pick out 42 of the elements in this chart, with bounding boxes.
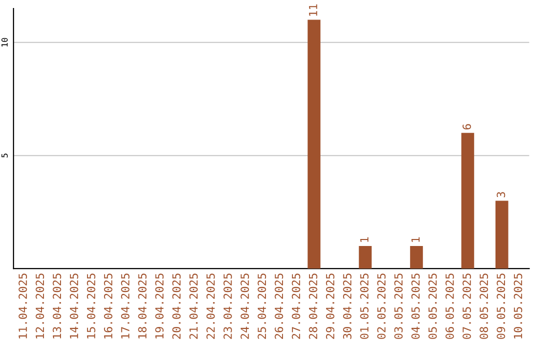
data-label: 1 bbox=[360, 237, 368, 242]
x-tick-label: 30.04.2025 bbox=[343, 274, 352, 339]
x-tick-label: 23.04.2025 bbox=[224, 274, 232, 339]
data-label: 11 bbox=[309, 4, 318, 16]
data-label: 1 bbox=[411, 237, 420, 242]
bar bbox=[495, 200, 508, 269]
x-tick-label: 11.04.2025 bbox=[18, 274, 27, 338]
bar bbox=[308, 20, 320, 269]
bar bbox=[358, 246, 372, 269]
x-tick-label: 24.04.2025 bbox=[240, 274, 249, 339]
x-tick-label: 05.05.2025 bbox=[428, 274, 437, 339]
x-tick-label: 07.05.2025 bbox=[462, 274, 471, 339]
x-tick-label: 25.04.2025 bbox=[258, 274, 266, 339]
x-tick-label: 12.04.2025 bbox=[36, 274, 44, 338]
y-tick-label: 5 bbox=[2, 154, 8, 158]
x-tick-label: 02.05.2025 bbox=[377, 274, 386, 339]
x-tick-label: 20.04.2025 bbox=[172, 274, 181, 339]
x-tick-label: 17.04.2025 bbox=[121, 274, 130, 338]
x-tick-label: 08.05.2025 bbox=[480, 274, 488, 339]
bar bbox=[461, 132, 474, 269]
x-tick-label: 18.04.2025 bbox=[138, 274, 147, 338]
x-tick-label: 15.04.2025 bbox=[86, 274, 96, 338]
x-tick-label: 29.04.2025 bbox=[326, 274, 334, 339]
x-tick-label: 13.04.2025 bbox=[52, 274, 62, 338]
x-tick-label: 21.04.2025 bbox=[189, 274, 198, 339]
y-tick-label: 10 bbox=[1, 38, 8, 46]
data-label: 6 bbox=[462, 124, 471, 130]
x-tick-label: 04.05.2025 bbox=[411, 274, 420, 339]
x-tick-label: 16.04.2025 bbox=[104, 274, 112, 338]
x-tick-label: 10.05.2025 bbox=[514, 274, 522, 338]
x-tick-label: 14.04.2025 bbox=[70, 274, 78, 338]
x-tick-label: 26.04.2025 bbox=[274, 274, 284, 339]
x-tick-label: 22.04.2025 bbox=[206, 274, 215, 339]
bar bbox=[410, 246, 423, 269]
x-tick-label: 28.04.2025 bbox=[308, 274, 318, 339]
x-tick-label: 09.05.2025 bbox=[496, 274, 506, 339]
x-tick-label: 27.04.2025 bbox=[292, 274, 300, 339]
x-tick-label: 03.05.2025 bbox=[394, 274, 403, 339]
x-tick-label: 01.05.2025 bbox=[360, 274, 369, 339]
x-tick-label: 06.05.2025 bbox=[446, 274, 454, 339]
x-tick-label: 19.04.2025 bbox=[155, 274, 164, 338]
data-label: 3 bbox=[496, 192, 506, 198]
